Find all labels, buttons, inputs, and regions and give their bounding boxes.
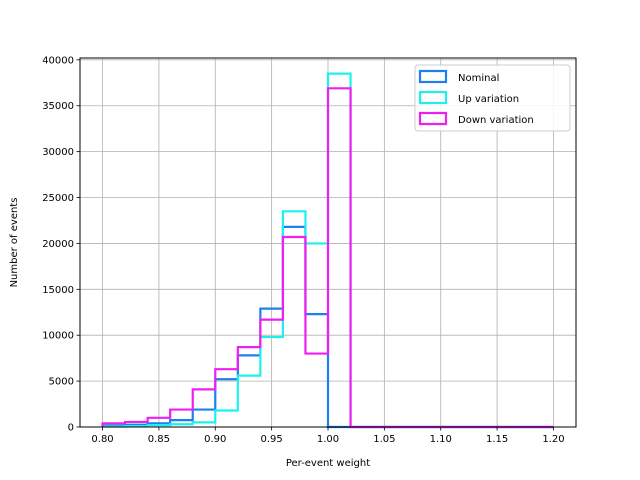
legend-swatch [418,90,448,105]
x-tick-label: 1.10 [430,434,452,445]
y-tick-label: 35000 [42,101,74,112]
x-tick-label: 0.90 [204,434,226,445]
x-axis-label: Per-event weight [286,458,370,469]
legend-label: Down variation [458,115,534,126]
x-tick-label: 0.85 [148,434,170,445]
y-tick-label: 40000 [42,55,74,66]
y-tick-label: 20000 [42,239,74,250]
x-tick-label: 1.15 [486,434,508,445]
x-tick-label: 1.00 [317,434,339,445]
legend-label: Nominal [458,73,499,84]
legend-swatch [418,69,448,84]
legend-box [414,64,571,132]
x-tick-label: 1.05 [373,434,395,445]
y-tick-label: 0 [68,423,74,434]
legend-label: Up variation [458,94,519,105]
y-tick-label: 15000 [42,285,74,296]
legend-swatch [418,111,448,126]
x-tick-label: 1.20 [542,434,564,445]
y-tick-label: 5000 [49,377,74,388]
x-tick-label: 0.95 [261,434,283,445]
y-axis: 0 5000 10000 15000 20000 25000 30000 35000 40000 [42,55,80,434]
x-axis: 0.80 0.85 0.90 0.95 1.00 1.05 1.10 1.15 1.20 [91,427,565,445]
legend: Nominal Up variation Down variation [414,64,571,132]
y-tick-label: 25000 [42,193,74,204]
y-tick-label: 10000 [42,331,74,342]
y-axis-label: Number of events [9,198,20,288]
y-tick-label: 30000 [42,147,74,158]
x-tick-label: 0.80 [91,434,113,445]
